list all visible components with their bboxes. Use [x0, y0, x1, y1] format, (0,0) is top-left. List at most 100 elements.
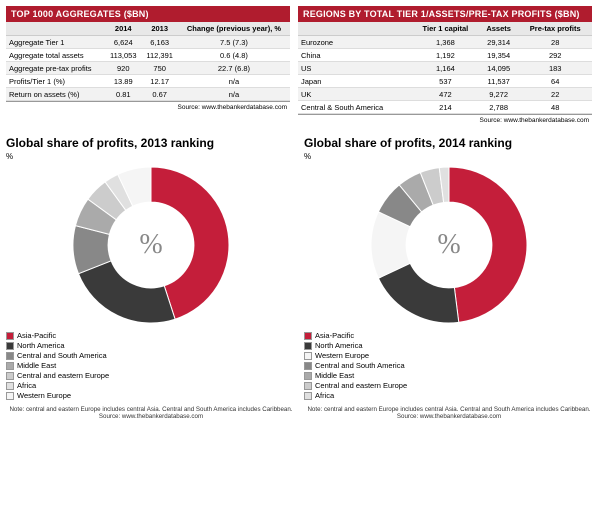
cell: 48	[518, 101, 592, 114]
table-row: Central & South America2142,78848	[298, 101, 592, 114]
legend-swatch	[6, 352, 14, 360]
table-row: Japan53711,53764	[298, 75, 592, 88]
cell: 14,095	[479, 62, 519, 75]
cell: 13.89	[105, 75, 141, 88]
cell: 0.67	[141, 88, 177, 101]
table-row: Profits/Tier 1 (%)13.8912.17n/a	[6, 75, 290, 88]
cell: n/a	[178, 88, 290, 101]
legend-item: North America	[304, 341, 594, 350]
charts-row: Global share of profits, 2013 ranking % …	[6, 136, 594, 421]
legend-label: North America	[315, 341, 363, 350]
col-header: Assets	[479, 22, 519, 36]
cell: 214	[412, 101, 479, 114]
cell: 1,368	[412, 36, 479, 49]
cell: 7.5 (7.3)	[178, 36, 290, 49]
cell: 29,314	[479, 36, 519, 49]
page-container: TOP 1000 AGGREGATES ($BN) 20142013Change…	[0, 0, 600, 427]
legend-item: Asia-Pacific	[6, 331, 296, 340]
cell: 19,354	[479, 49, 519, 62]
top-tables-row: TOP 1000 AGGREGATES ($BN) 20142013Change…	[6, 6, 594, 124]
col-header: 2013	[141, 22, 177, 36]
legend-item: Central and eastern Europe	[6, 371, 296, 380]
cell: 1,192	[412, 49, 479, 62]
chart1-note: Note: central and eastern Europe include…	[6, 406, 296, 421]
cell: Japan	[298, 75, 412, 88]
legend-label: Central and South America	[315, 361, 405, 370]
table2-title: REGIONS BY TOTAL TIER 1/ASSETS/PRE-TAX P…	[298, 6, 592, 22]
col-header: 2014	[105, 22, 141, 36]
cell: 537	[412, 75, 479, 88]
table1-title: TOP 1000 AGGREGATES ($BN)	[6, 6, 290, 22]
legend-swatch	[304, 332, 312, 340]
legend-label: Africa	[17, 381, 36, 390]
legend-label: Western Europe	[315, 351, 369, 360]
cell: China	[298, 49, 412, 62]
chart2-col: Global share of profits, 2014 ranking % …	[304, 136, 594, 421]
cell: 6,624	[105, 36, 141, 49]
legend-item: Western Europe	[6, 391, 296, 400]
col-header	[298, 22, 412, 36]
cell: 292	[518, 49, 592, 62]
cell: 9,272	[479, 88, 519, 101]
pie-slice	[449, 167, 527, 322]
cell: Aggregate Tier 1	[6, 36, 105, 49]
chart2-center: %	[437, 229, 460, 261]
chart2-donut: %	[369, 165, 529, 325]
chart2-note: Note: central and eastern Europe include…	[304, 406, 594, 421]
cell: 6,163	[141, 36, 177, 49]
legend-swatch	[304, 392, 312, 400]
col-header: Change (previous year), %	[178, 22, 290, 36]
pie-slice	[78, 261, 175, 323]
cell: Return on assets (%)	[6, 88, 105, 101]
col-header	[6, 22, 105, 36]
cell: Eurozone	[298, 36, 412, 49]
cell: 1,164	[412, 62, 479, 75]
cell: 22	[518, 88, 592, 101]
table-row: Eurozone1,36829,31428	[298, 36, 592, 49]
legend-swatch	[304, 362, 312, 370]
col-header: Pre-tax profits	[518, 22, 592, 36]
chart2-sub: %	[304, 152, 594, 161]
legend-swatch	[6, 362, 14, 370]
legend-item: Asia-Pacific	[304, 331, 594, 340]
chart1-donut: %	[71, 165, 231, 325]
chart1-title: Global share of profits, 2013 ranking	[6, 136, 296, 150]
cell: 2,788	[479, 101, 519, 114]
legend-swatch	[6, 392, 14, 400]
legend-item: Middle East	[304, 371, 594, 380]
legend-swatch	[6, 332, 14, 340]
legend-label: Central and eastern Europe	[315, 381, 407, 390]
legend-label: Asia-Pacific	[17, 331, 56, 340]
table1-source: Source: www.thebankerdatabase.com	[6, 101, 290, 111]
legend-label: Middle East	[17, 361, 56, 370]
table2-panel: REGIONS BY TOTAL TIER 1/ASSETS/PRE-TAX P…	[298, 6, 592, 124]
table1: 20142013Change (previous year), % Aggreg…	[6, 22, 290, 101]
cell: 472	[412, 88, 479, 101]
cell: Profits/Tier 1 (%)	[6, 75, 105, 88]
legend-item: Central and South America	[304, 361, 594, 370]
cell: Aggregate pre-tax profits	[6, 62, 105, 75]
legend-label: North America	[17, 341, 65, 350]
legend-swatch	[304, 382, 312, 390]
legend-item: Central and South America	[6, 351, 296, 360]
cell: UK	[298, 88, 412, 101]
table-row: US1,16414,095183	[298, 62, 592, 75]
legend-item: Africa	[304, 391, 594, 400]
cell: 113,053	[105, 49, 141, 62]
cell: 28	[518, 36, 592, 49]
cell: 112,391	[141, 49, 177, 62]
cell: 750	[141, 62, 177, 75]
cell: 64	[518, 75, 592, 88]
table2-source: Source: www.thebankerdatabase.com	[298, 114, 592, 124]
table-row: Aggregate total assets113,053112,3910.6 …	[6, 49, 290, 62]
legend-item: Western Europe	[304, 351, 594, 360]
cell: n/a	[178, 75, 290, 88]
table-row: China1,19219,354292	[298, 49, 592, 62]
chart2-title: Global share of profits, 2014 ranking	[304, 136, 594, 150]
table2: Tier 1 capitalAssetsPre-tax profits Euro…	[298, 22, 592, 114]
cell: 22.7 (6.8)	[178, 62, 290, 75]
col-header: Tier 1 capital	[412, 22, 479, 36]
cell: 0.6 (4.8)	[178, 49, 290, 62]
legend-item: North America	[6, 341, 296, 350]
legend-label: Western Europe	[17, 391, 71, 400]
